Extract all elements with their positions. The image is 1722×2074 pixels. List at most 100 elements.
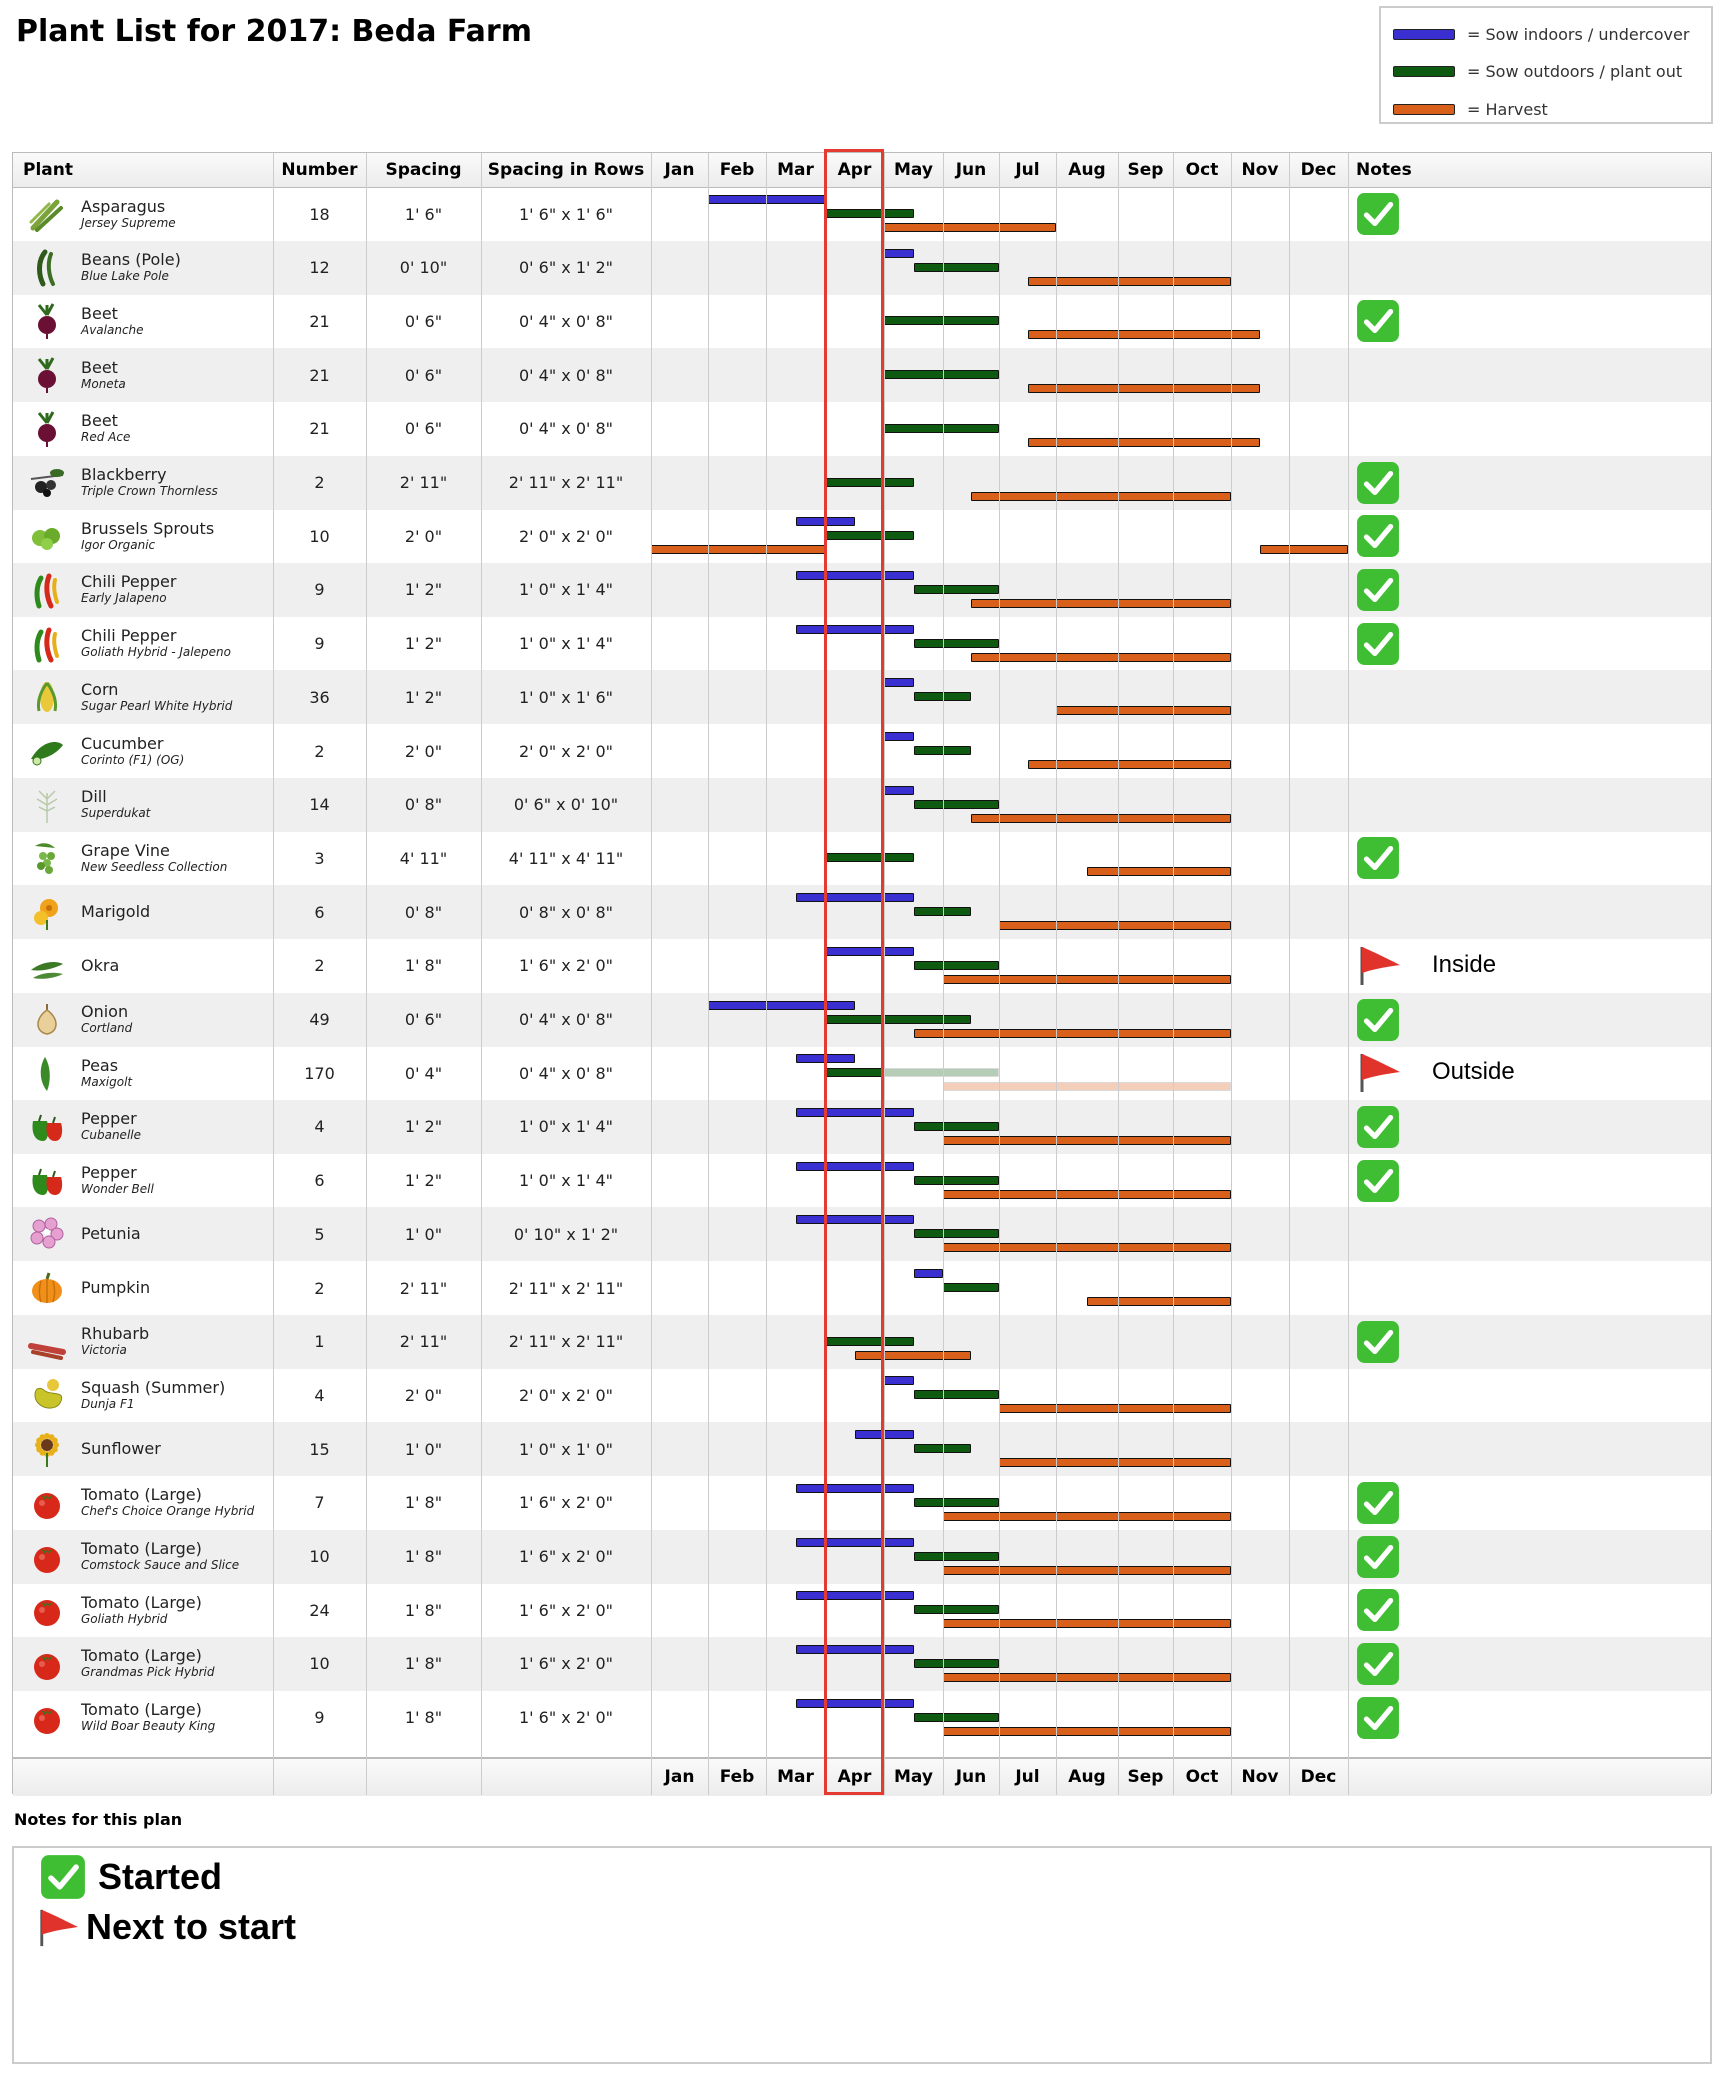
spacing-cell: 2' 11" xyxy=(399,1332,448,1352)
month-header-jun: Jun xyxy=(955,160,987,180)
table-row[interactable]: Pumpkin 2 2' 11" 2' 11" x 2' 11" xyxy=(13,1261,1711,1315)
month-header-sep: Sep xyxy=(1127,160,1164,180)
legend-item-harvest: = Harvest xyxy=(1393,99,1548,119)
table-row[interactable]: Squash (Summer) Dunja F1 4 2' 0" 2' 0" x 2' … xyxy=(13,1368,1711,1422)
col-header-number[interactable]: Number xyxy=(281,160,358,180)
spacing-rows-cell: 0' 6" x 1' 2" xyxy=(518,258,614,278)
peas-icon xyxy=(27,1053,67,1093)
spacing-cell: 0' 8" xyxy=(404,902,443,922)
table-row[interactable]: Blackberry Triple Crown Thornless 2 2' 11" 2… xyxy=(13,455,1711,510)
harvest-bar xyxy=(999,921,1231,931)
sow-out-bar xyxy=(913,692,971,702)
sow-out-bar xyxy=(913,1551,999,1561)
plant-name: Sunflower xyxy=(81,1439,161,1459)
spacing-rows-cell: 1' 6" x 2' 0" xyxy=(518,1547,614,1566)
month-header-sep: Sep xyxy=(1127,1767,1164,1787)
spacing-cell: 1' 2" xyxy=(404,687,443,707)
plant-variety: Avalanche xyxy=(81,322,144,337)
sow-out-bar xyxy=(884,1068,999,1078)
table-row[interactable]: Chili Pepper Goliath Hybrid - Jalepeno 9 1'… xyxy=(13,617,1711,671)
table-row[interactable]: Beet Red Ace 21 0' 6" 0' 4" x 0' 8" xyxy=(13,402,1711,456)
number-cell: 2 xyxy=(314,1278,325,1298)
col-header-plant[interactable]: Plant xyxy=(23,160,73,180)
harvest-bar xyxy=(1056,706,1231,716)
spacing-cell: 1' 8" xyxy=(404,1493,443,1513)
sow-out-bar xyxy=(913,1605,999,1615)
table-row[interactable]: Tomato (Large) Wild Boar Beauty King 9 1' 8… xyxy=(13,1691,1711,1745)
legend-item-sow-indoors: = Sow indoors / undercover xyxy=(1393,24,1689,44)
plant-name-cell: Beet Moneta xyxy=(81,348,126,402)
plant-name-cell: Rhubarb Victoria xyxy=(81,1315,149,1369)
checkmark-icon xyxy=(1356,1320,1400,1364)
col-header-notes[interactable]: Notes xyxy=(1356,160,1412,180)
notes-box[interactable]: Started Next to start xyxy=(12,1846,1712,2064)
sow-in-bar xyxy=(795,624,914,634)
spacing-cell: 1' 0" xyxy=(404,1224,443,1244)
column-divider xyxy=(1289,153,1290,1795)
plant-name-cell: Beet Red Ace xyxy=(81,402,130,456)
harvest-bar xyxy=(943,1726,1231,1736)
harvest-bar xyxy=(943,1189,1231,1199)
sow-in-bar xyxy=(884,678,914,688)
table-row[interactable]: Marigold 6 0' 8" 0' 8" x 0' 8" xyxy=(13,885,1711,940)
table-row[interactable]: Petunia 5 1' 0" 0' 10" x 1' 2" xyxy=(13,1207,1711,1262)
number-cell: 9 xyxy=(314,634,325,654)
number-cell: 12 xyxy=(309,258,330,278)
table-row[interactable]: Chili Pepper Early Jalapeno 9 1' 2" 1' 0" x … xyxy=(13,562,1711,617)
plant-name: Asparagus xyxy=(81,196,166,216)
plant-name: Brussels Sprouts xyxy=(81,518,215,538)
spacing-rows-cell: 1' 6" x 2' 0" xyxy=(518,1654,614,1674)
sow-in-bar xyxy=(795,1644,914,1654)
table-row[interactable]: Grape Vine New Seedless Collection 3 4' 11"… xyxy=(13,831,1711,885)
spacing-rows-cell: 1' 0" x 1' 4" xyxy=(518,1117,614,1137)
table-row[interactable]: Cucumber Corinto (F1) (OG) 2 2' 0" 2' 0" x 2… xyxy=(13,724,1711,778)
table-row[interactable]: Sunflower 15 1' 0" 1' 0" x 1' 0" xyxy=(13,1422,1711,1477)
table-row[interactable]: Tomato (Large) Goliath Hybrid 24 1' 8" 1' 6"… xyxy=(13,1583,1711,1637)
table-row[interactable]: Pepper Wonder Bell 6 1' 2" 1' 0" x 1' 4" xyxy=(13,1154,1711,1208)
spacing-rows-cell: 0' 4" x 0' 8" xyxy=(518,365,614,385)
harvest-bar xyxy=(1087,867,1231,877)
note-text: Outside xyxy=(1432,1058,1515,1086)
table-row[interactable]: Tomato (Large) Grandmas Pick Hybrid 10 1' 8… xyxy=(13,1636,1711,1691)
chili-icon xyxy=(27,624,67,664)
table-row[interactable]: Dill Superdukat 14 0' 8" 0' 6" x 0' 10" xyxy=(13,777,1711,832)
table-row[interactable]: Peas Maxigolt 170 0' 4" 0' 4" x 0' 8" Outside xyxy=(13,1046,1711,1100)
harvest-bar xyxy=(913,1028,1231,1038)
number-cell: 7 xyxy=(314,1493,325,1513)
plant-name: Corn xyxy=(81,679,119,699)
spacing-rows-cell: 2' 11" x 2' 11" xyxy=(508,473,624,492)
number-cell: 10 xyxy=(309,526,330,546)
beet-icon xyxy=(27,301,67,341)
sow-in-bar xyxy=(795,1591,914,1601)
number-cell: 21 xyxy=(309,419,330,439)
col-header-spacing-rows[interactable]: Spacing in Rows xyxy=(487,160,645,180)
table-row[interactable]: Beans (Pole) Blue Lake Pole 12 0' 10" 0' 6" … xyxy=(13,240,1711,295)
plant-name-cell: Tomato (Large) Chef's Choice Orange Hybri… xyxy=(81,1476,254,1530)
harvest-bar xyxy=(943,1243,1231,1253)
table-row[interactable]: Onion Cortland 49 0' 6" 0' 4" x 0' 8" xyxy=(13,992,1711,1047)
table-row[interactable]: Beet Avalanche 21 0' 6" 0' 4" x 0' 8" xyxy=(13,294,1711,348)
table-row[interactable]: Rhubarb Victoria 1 2' 11" 2' 11" x 2' 11" xyxy=(13,1314,1711,1369)
sow-out-bar xyxy=(913,1229,999,1239)
table-row[interactable]: Okra 2 1' 8" 1' 6" x 2' 0" Inside xyxy=(13,939,1711,993)
table-row[interactable]: Pepper Cubanelle 4 1' 2" 1' 0" x 1' 4" xyxy=(13,1099,1711,1154)
table-row[interactable]: Tomato (Large) Chef's Choice Orange Hybri… xyxy=(13,1476,1711,1530)
month-header-aug: Aug xyxy=(1068,1767,1106,1787)
plant-variety: Igor Organic xyxy=(81,537,156,552)
table-row[interactable]: Tomato (Large) Comstock Sauce and Slice 10… xyxy=(13,1529,1711,1584)
table-row[interactable]: Beet Moneta 21 0' 6" 0' 4" x 0' 8" xyxy=(13,348,1711,403)
plant-name-cell: Cucumber Corinto (F1) (OG) xyxy=(81,724,184,778)
table-row[interactable]: Corn Sugar Pearl White Hybrid 36 1' 2" 1' 0"… xyxy=(13,670,1711,725)
plant-name-cell: Peas Maxigolt xyxy=(81,1046,132,1100)
plant-name: Onion xyxy=(81,1002,129,1021)
harvest-bar xyxy=(1027,760,1231,769)
spacing-rows-cell: 0' 8" x 0' 8" xyxy=(518,902,614,922)
squash-icon xyxy=(27,1375,67,1415)
col-header-spacing[interactable]: Spacing xyxy=(385,160,462,180)
note-text: Inside xyxy=(1432,950,1497,978)
table-row[interactable]: Brussels Sprouts Igor Organic 10 2' 0" 2' 0"… xyxy=(13,509,1711,563)
plant-name: Beans (Pole) xyxy=(81,250,181,270)
pepper-icon xyxy=(27,1107,67,1147)
spacing-cell: 1' 2" xyxy=(404,1171,443,1191)
sow-out-bar xyxy=(913,1712,999,1722)
